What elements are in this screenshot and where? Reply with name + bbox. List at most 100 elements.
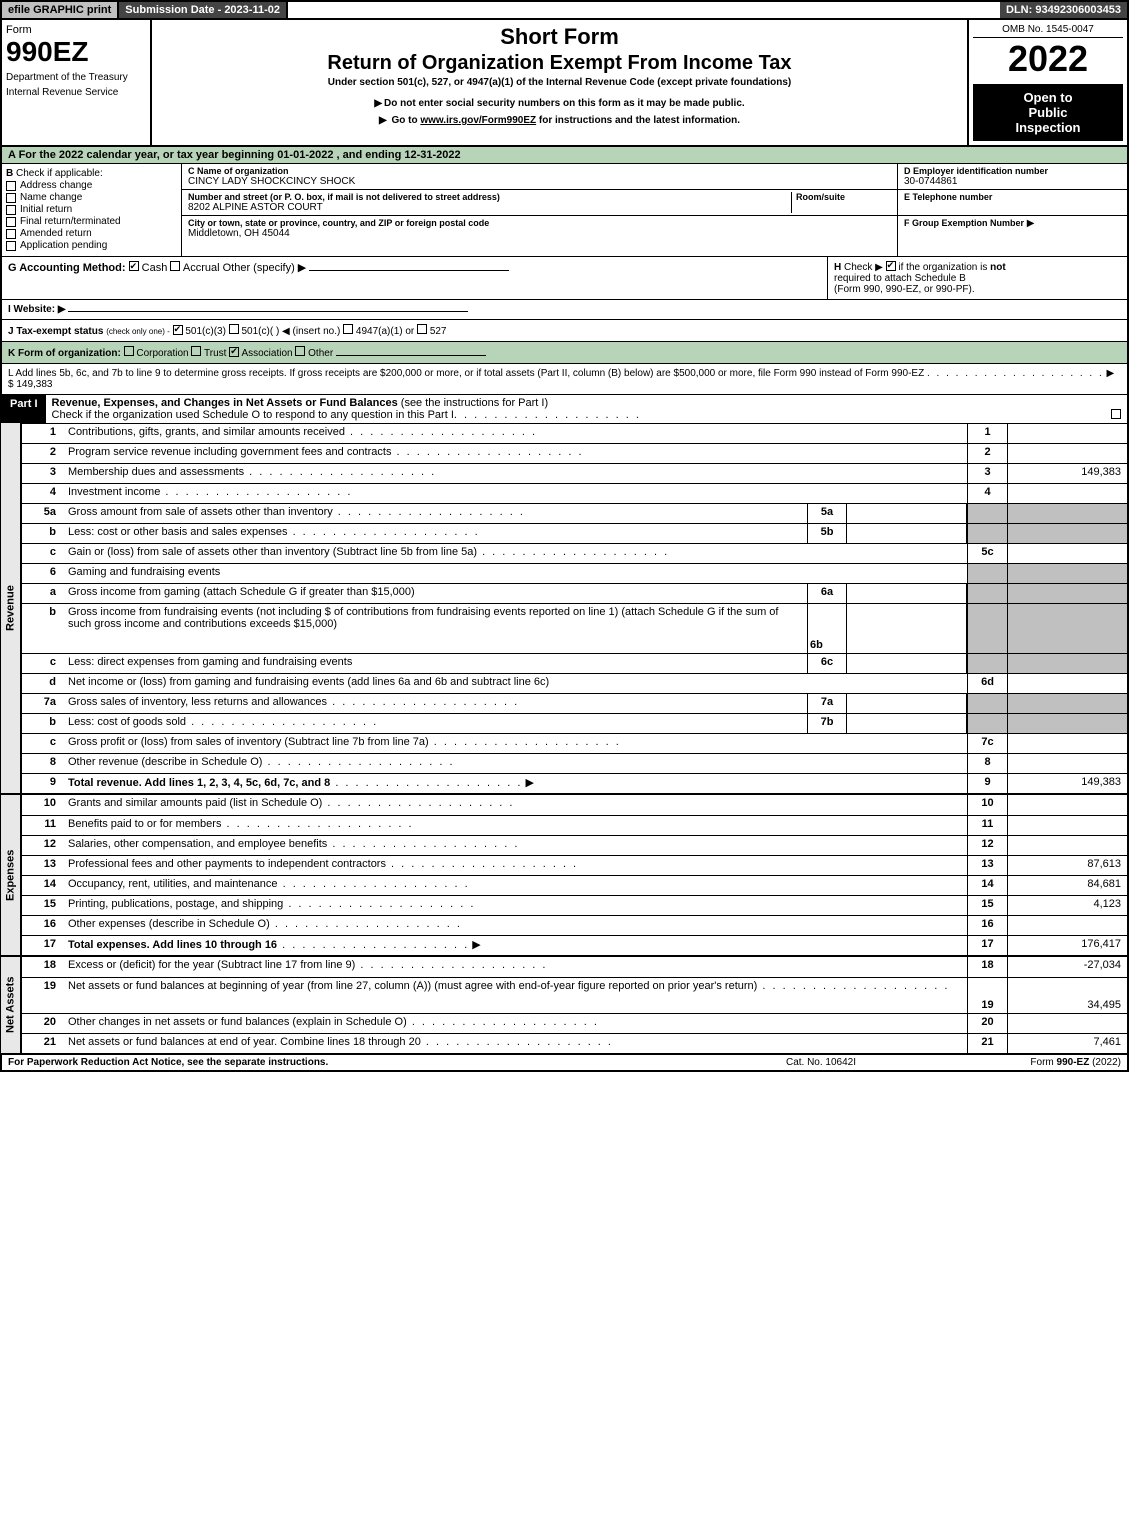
- header-left: Form 990EZ Department of the Treasury In…: [2, 20, 152, 145]
- l7b-sub: 7b: [807, 714, 847, 733]
- goto-link[interactable]: www.irs.gov/Form990EZ: [420, 115, 536, 126]
- l5b-shade2: [1007, 524, 1127, 543]
- l6b-subval: [847, 604, 967, 653]
- l10-amt-num: 10: [967, 795, 1007, 815]
- k-label: K Form of organization:: [8, 348, 121, 359]
- footer-form-num: 990-EZ: [1057, 1057, 1090, 1068]
- l6a-shade2: [1007, 584, 1127, 603]
- l5a-desc: Gross amount from sale of assets other t…: [62, 504, 807, 523]
- l6b-num: b: [22, 604, 62, 653]
- row-gh: G Accounting Method: Cash Accrual Other …: [0, 256, 1129, 299]
- ein-value: 30-0744861: [904, 176, 1121, 187]
- l8-amt: [1007, 754, 1127, 773]
- h-text4: (Form 990, 990-EZ, or 990-PF).: [834, 284, 1121, 295]
- checkbox-trust[interactable]: [191, 346, 201, 356]
- checkbox-cash[interactable]: [129, 261, 139, 271]
- checkbox-other-org[interactable]: [295, 346, 305, 356]
- column-b: B Check if applicable: Address change Na…: [2, 164, 182, 256]
- checkbox-corporation[interactable]: [124, 346, 134, 356]
- checkbox-4947[interactable]: [343, 324, 353, 334]
- row-k: K Form of organization: Corporation Trus…: [0, 341, 1129, 363]
- l19-amt: 34,495: [1007, 978, 1127, 1013]
- checkbox-501c[interactable]: [229, 324, 239, 334]
- footer-right: Form 990-EZ (2022): [921, 1057, 1121, 1068]
- l11-amt: [1007, 816, 1127, 835]
- checkbox-amended-return[interactable]: [6, 229, 16, 239]
- l6a-sub: 6a: [807, 584, 847, 603]
- l5c-amt: [1007, 544, 1127, 563]
- l6-desc: Gaming and fundraising events: [62, 564, 967, 583]
- l7a-desc: Gross sales of inventory, less returns a…: [62, 694, 807, 713]
- l2-amt-num: 2: [967, 444, 1007, 463]
- g-other-input[interactable]: [309, 270, 509, 271]
- l5b-shade1: [967, 524, 1007, 543]
- l17-amt: 176,417: [1007, 936, 1127, 955]
- l6-shade1: [967, 564, 1007, 583]
- l13-desc: Professional fees and other payments to …: [62, 856, 967, 875]
- form-word: Form: [6, 24, 146, 36]
- efile-print-label[interactable]: efile GRAPHIC print: [2, 2, 119, 18]
- l13-amt-num: 13: [967, 856, 1007, 875]
- l7b-num: b: [22, 714, 62, 733]
- f-group-label: F Group Exemption Number: [904, 218, 1024, 228]
- l9-num: 9: [22, 774, 62, 793]
- l1-desc: Contributions, gifts, grants, and simila…: [62, 424, 967, 443]
- checkbox-application-pending[interactable]: [6, 241, 16, 251]
- checkbox-schedule-o-part1[interactable]: [1111, 409, 1121, 419]
- l10-desc: Grants and similar amounts paid (list in…: [62, 795, 967, 815]
- g-cash: Cash: [142, 262, 168, 274]
- l6c-num: c: [22, 654, 62, 673]
- c-name-label: C Name of organization: [188, 166, 891, 176]
- row-i: I Website: ▶: [0, 299, 1129, 319]
- org-city: Middletown, OH 45044: [188, 228, 891, 239]
- footer-form-suffix: (2022): [1089, 1057, 1121, 1068]
- g-label: G Accounting Method:: [8, 262, 126, 274]
- l3-amt: 149,383: [1007, 464, 1127, 483]
- l1-amt: [1007, 424, 1127, 443]
- l4-desc: Investment income: [62, 484, 967, 503]
- l6a-subval: [847, 584, 967, 603]
- checkbox-527[interactable]: [417, 324, 427, 334]
- checkbox-final-return[interactable]: [6, 217, 16, 227]
- h-text2: if the organization is: [898, 262, 990, 273]
- open-line3: Inspection: [975, 120, 1121, 135]
- j-opt1: 501(c)(3): [185, 326, 226, 337]
- checkbox-association[interactable]: [229, 347, 239, 357]
- f-group-arrow: ▶: [1027, 218, 1035, 229]
- expenses-section: Expenses 10Grants and similar amounts pa…: [0, 793, 1129, 955]
- l5a-subval: [847, 504, 967, 523]
- l15-amt: 4,123: [1007, 896, 1127, 915]
- k-other-input[interactable]: [336, 355, 486, 356]
- l6c-subval: [847, 654, 967, 673]
- l5b-num: b: [22, 524, 62, 543]
- open-line1: Open to: [975, 90, 1121, 105]
- website-input[interactable]: [68, 311, 468, 312]
- l7c-amt: [1007, 734, 1127, 753]
- part1-header: Part I Revenue, Expenses, and Changes in…: [0, 394, 1129, 423]
- j-opt4: 527: [430, 326, 447, 337]
- l19-num: 19: [22, 978, 62, 1013]
- l2-amt: [1007, 444, 1127, 463]
- checkbox-initial-return[interactable]: [6, 205, 16, 215]
- l6c-sub: 6c: [807, 654, 847, 673]
- l2-desc: Program service revenue including govern…: [62, 444, 967, 463]
- l17-desc: Total expenses. Add lines 10 through 16 …: [62, 936, 967, 955]
- l12-desc: Salaries, other compensation, and employ…: [62, 836, 967, 855]
- l21-amt-num: 21: [967, 1034, 1007, 1053]
- row-a-tax-year: A For the 2022 calendar year, or tax yea…: [0, 147, 1129, 164]
- l12-amt-num: 12: [967, 836, 1007, 855]
- l11-amt-num: 11: [967, 816, 1007, 835]
- checkbox-501c3[interactable]: [173, 325, 183, 335]
- checkbox-name-change[interactable]: [6, 193, 16, 203]
- l7a-shade2: [1007, 694, 1127, 713]
- j-opt3: 4947(a)(1) or: [356, 326, 414, 337]
- checkbox-accrual[interactable]: [170, 261, 180, 271]
- l21-desc: Net assets or fund balances at end of ye…: [62, 1034, 967, 1053]
- checkbox-address-change[interactable]: [6, 181, 16, 191]
- part1-label: Part I: [2, 395, 46, 423]
- l7b-desc: Less: cost of goods sold: [62, 714, 807, 733]
- l4-num: 4: [22, 484, 62, 503]
- checkbox-schedule-b[interactable]: [886, 261, 896, 271]
- revenue-section: Revenue 1Contributions, gifts, grants, a…: [0, 423, 1129, 793]
- row-g: G Accounting Method: Cash Accrual Other …: [2, 257, 827, 299]
